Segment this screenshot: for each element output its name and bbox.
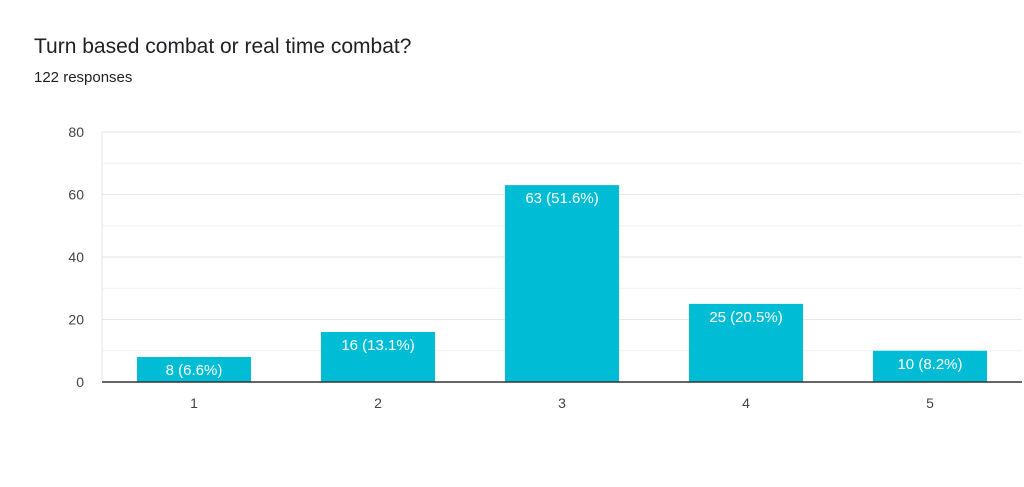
- bar-labels: 8 (6.6%) 16 (13.1%) 63 (51.6%) 25 (20.5%) 10…: [166, 190, 963, 379]
- x-tick-label: 3: [558, 395, 566, 411]
- x-tick-label: 1: [190, 395, 198, 411]
- y-tick-label: 0: [76, 374, 84, 390]
- data-label-5: 10 (8.2%): [897, 356, 962, 373]
- axes: 0 20 40 60 80 1 2 3 4 5: [68, 124, 1022, 411]
- y-tick-label: 20: [68, 312, 84, 328]
- response-count: 122 responses: [34, 69, 133, 86]
- x-tick-label: 4: [742, 395, 750, 411]
- bar-3: [504, 185, 620, 382]
- data-label-2: 16 (13.1%): [341, 337, 414, 354]
- bar-5: [872, 350, 988, 382]
- bars: [136, 185, 988, 382]
- data-label-3: 63 (51.6%): [525, 190, 598, 207]
- x-tick-label: 5: [926, 395, 934, 411]
- data-label-1: 8 (6.6%): [166, 362, 223, 379]
- data-label-4: 25 (20.5%): [709, 309, 782, 326]
- x-tick-label: 2: [374, 395, 382, 411]
- bar-2: [320, 332, 436, 382]
- chart-title: Turn based combat or real time combat?: [34, 35, 412, 58]
- y-tick-label: 40: [68, 249, 84, 265]
- y-tick-label: 60: [68, 187, 84, 203]
- bar-4: [688, 303, 804, 382]
- y-tick-label: 80: [68, 124, 84, 140]
- bar-1: [136, 357, 252, 382]
